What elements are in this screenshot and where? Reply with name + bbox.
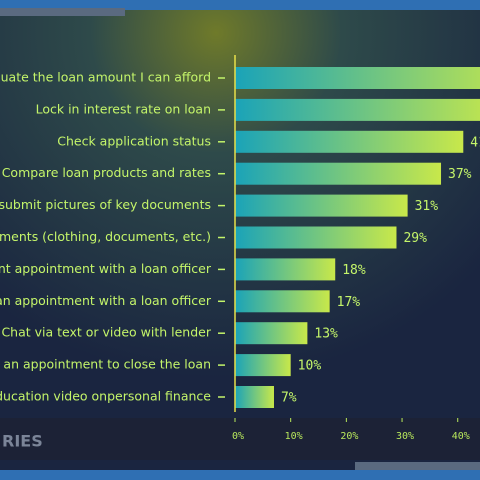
category-label: an appointment with a loan officer xyxy=(0,293,212,308)
x-tick-label: 10% xyxy=(285,431,303,442)
category-label: cuate the loan amount I can afford xyxy=(0,70,211,85)
bar xyxy=(235,67,480,89)
footer-text: RIES xyxy=(2,432,43,451)
bar xyxy=(235,258,336,281)
bar xyxy=(235,98,480,121)
value-label: 31% xyxy=(415,199,439,214)
bar xyxy=(235,322,308,345)
bar xyxy=(235,226,397,249)
bar xyxy=(235,130,464,153)
footer-band xyxy=(0,418,480,460)
category-label: submit pictures of key documents xyxy=(0,197,211,212)
top-strip xyxy=(0,8,125,16)
value-label: 41% xyxy=(470,135,480,150)
value-label: 10% xyxy=(298,359,322,374)
category-label: Check application status xyxy=(57,133,211,148)
bar xyxy=(235,386,274,408)
category-label: Chat via text or video with lender xyxy=(1,325,211,340)
value-label: 7% xyxy=(281,391,297,406)
bar xyxy=(235,354,291,377)
bar xyxy=(235,162,442,185)
value-label: 29% xyxy=(403,231,427,246)
value-label: 13% xyxy=(314,327,338,342)
bar xyxy=(235,194,408,217)
x-tick-label: 0% xyxy=(232,431,244,442)
x-tick-label: 40% xyxy=(452,431,470,442)
category-label: ont appointment with a loan officer xyxy=(0,261,212,276)
x-tick-label: 30% xyxy=(396,431,414,442)
x-tick-label: 20% xyxy=(340,431,358,442)
value-label: 37% xyxy=(448,167,472,182)
value-label: 18% xyxy=(342,263,366,278)
category-label: Lock in interest rate on loan xyxy=(36,101,211,116)
category-label: Compare loan products and rates xyxy=(2,165,211,180)
bar xyxy=(235,290,330,313)
value-label: 17% xyxy=(337,295,361,310)
bottom-strip xyxy=(355,462,480,470)
category-label: cuments (clothing, documents, etc.) xyxy=(0,229,211,244)
category-label: ducation video onpersonal finance xyxy=(0,389,211,404)
category-label: e an appointment to close the loan xyxy=(0,357,211,372)
